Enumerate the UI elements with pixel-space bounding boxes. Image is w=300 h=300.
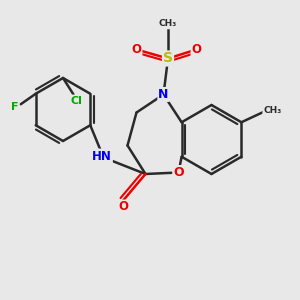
- Text: O: O: [173, 166, 184, 179]
- Text: CH₃: CH₃: [263, 106, 281, 115]
- Text: CH₃: CH₃: [159, 20, 177, 28]
- Text: O: O: [191, 43, 202, 56]
- Text: S: S: [163, 52, 173, 65]
- Text: Cl: Cl: [70, 95, 83, 106]
- Text: F: F: [11, 102, 19, 112]
- Text: HN: HN: [92, 149, 112, 163]
- Text: N: N: [158, 88, 169, 101]
- Text: O: O: [131, 43, 142, 56]
- Text: O: O: [118, 200, 128, 214]
